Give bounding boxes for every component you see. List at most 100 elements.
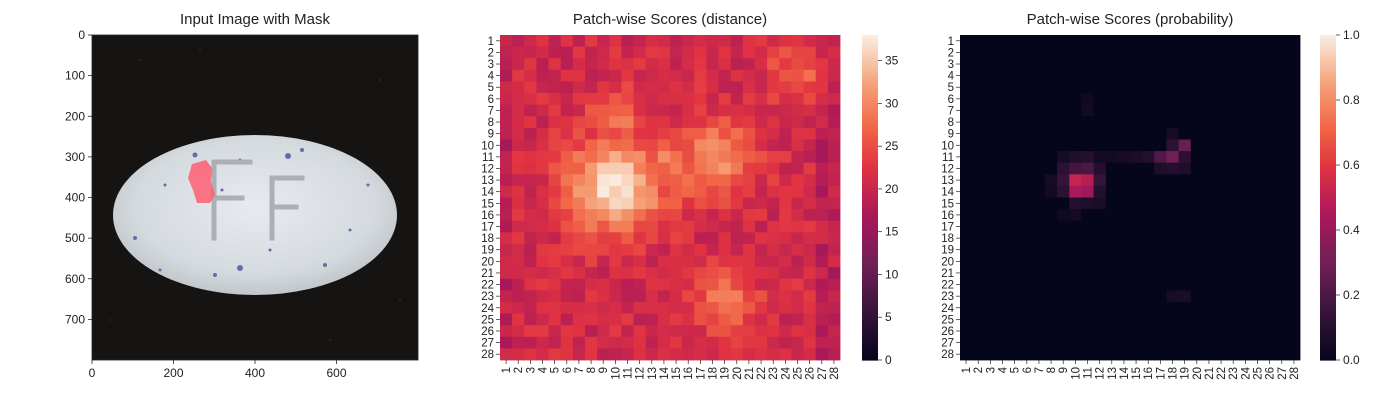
heatmap-cell — [1117, 93, 1131, 106]
heatmap-xtick-label: 2 — [973, 367, 985, 373]
heatmap-cell — [1081, 116, 1094, 129]
heatmap-cell — [827, 325, 841, 338]
colorbar-segment — [1320, 304, 1336, 309]
heatmap-cell — [657, 151, 671, 164]
heatmap-cell — [1008, 255, 1022, 268]
heatmap-cell — [585, 255, 598, 268]
heatmap-cell — [803, 93, 817, 106]
heatmap-cell — [1069, 290, 1082, 303]
heatmap-cell — [1190, 290, 1204, 303]
heatmap-cell — [742, 313, 756, 326]
heatmap-cell — [657, 209, 671, 222]
colorbar-segment — [1320, 158, 1336, 163]
image-xticks: 0 200 400 600 — [89, 360, 347, 380]
heatmap-cell — [633, 243, 647, 256]
heatmap-cell — [609, 232, 622, 245]
colorbar-segment — [862, 83, 878, 88]
heatmap-xtick-label: 16 — [1143, 367, 1155, 380]
colorbar-segment — [862, 116, 878, 121]
heatmap-cell — [645, 151, 659, 164]
colorbar-segment — [1320, 93, 1336, 98]
heatmap-cell — [984, 162, 997, 175]
heatmap-cell — [560, 197, 574, 210]
heatmap-cell — [755, 116, 768, 129]
heatmap-cell — [572, 232, 586, 245]
heatmap-cell — [1190, 255, 1204, 268]
heatmap-cell — [1275, 290, 1289, 303]
heatmap-cell — [560, 162, 574, 175]
heatmap-cell — [536, 243, 549, 256]
heatmap-cell — [1008, 325, 1022, 338]
heatmap-cell — [1032, 46, 1046, 59]
heatmap-cell — [560, 290, 574, 303]
heatmap-cell — [1275, 255, 1289, 268]
heatmap-cell — [500, 290, 513, 303]
heatmap-cell — [718, 243, 732, 256]
heatmap-ytick-label: 19 — [481, 245, 494, 257]
heatmap-cell — [1045, 116, 1058, 129]
heatmap-cell — [1093, 162, 1107, 175]
heatmap-cell — [1045, 35, 1058, 48]
heatmap-cell — [1045, 81, 1058, 94]
heatmap-cell — [767, 290, 780, 303]
heatmap-cell — [1287, 93, 1301, 106]
heatmap-cell — [815, 185, 829, 198]
heatmap-cell — [1251, 104, 1264, 117]
heatmap-cell — [1154, 162, 1167, 175]
heatmap-cell — [645, 243, 659, 256]
colorbar-segment — [862, 44, 878, 49]
heatmap-cell — [1142, 301, 1155, 314]
heatmap-cell — [1154, 139, 1167, 152]
heatmap-cell — [1081, 139, 1094, 152]
heatmap-cell — [633, 348, 647, 361]
heatmap-cell — [718, 290, 732, 303]
colorbar-segment — [1320, 295, 1336, 299]
heatmap-cell — [1142, 58, 1155, 71]
colorbar-segment — [1320, 282, 1336, 286]
heatmap-cell — [1032, 290, 1046, 303]
heatmap-cell — [609, 151, 622, 164]
heatmap-cell — [1263, 139, 1277, 152]
heatmap-cell — [1178, 325, 1192, 338]
heatmap-cell — [718, 278, 732, 291]
heatmap-cell — [767, 93, 780, 106]
heatmap-cell — [755, 69, 768, 82]
heatmap-cell — [960, 127, 973, 140]
heatmap-cell — [1130, 69, 1143, 82]
heatmap-cell — [827, 127, 841, 140]
heatmap-cell — [767, 127, 780, 140]
heatmap-cell — [536, 220, 549, 233]
heatmap-ytick-label: 9 — [948, 129, 954, 141]
heatmap-cell — [1117, 290, 1131, 303]
colorbar-segment — [862, 54, 878, 59]
heatmap-cell — [742, 325, 756, 338]
heatmap-xtick-label: 26 — [1265, 367, 1277, 380]
colorbar-segment — [862, 262, 878, 267]
heatmap-cell — [1069, 232, 1082, 245]
heatmap-cell — [972, 232, 985, 245]
heatmap-cell — [1190, 325, 1204, 338]
heatmap-cell — [1215, 197, 1228, 210]
heatmap-cell — [972, 220, 985, 233]
heatmap-cell — [500, 174, 513, 187]
heatmap-cell — [560, 93, 574, 106]
heatmap-cell — [815, 162, 829, 175]
heatmap-cell — [572, 313, 586, 326]
heatmap-cell — [694, 232, 707, 245]
heatmap-cell — [682, 267, 695, 280]
heatmap-cell — [524, 209, 537, 222]
heatmap-cell — [1227, 58, 1240, 71]
heatmap-cell — [1032, 325, 1046, 338]
heatmap-cell — [1178, 220, 1192, 233]
colorbar-segment — [1320, 262, 1336, 267]
colorbar-segment — [862, 152, 878, 156]
heatmap-cell — [1190, 46, 1204, 59]
heatmap-cell — [500, 255, 513, 268]
heatmap-cell — [1093, 93, 1107, 106]
heatmap-cell — [960, 348, 973, 361]
heatmap-cell — [1154, 93, 1167, 106]
heatmap-cell — [1032, 301, 1046, 314]
heatmap-cell — [1275, 209, 1289, 222]
heatmap-cell — [657, 46, 671, 59]
heatmap-cell — [742, 81, 756, 94]
